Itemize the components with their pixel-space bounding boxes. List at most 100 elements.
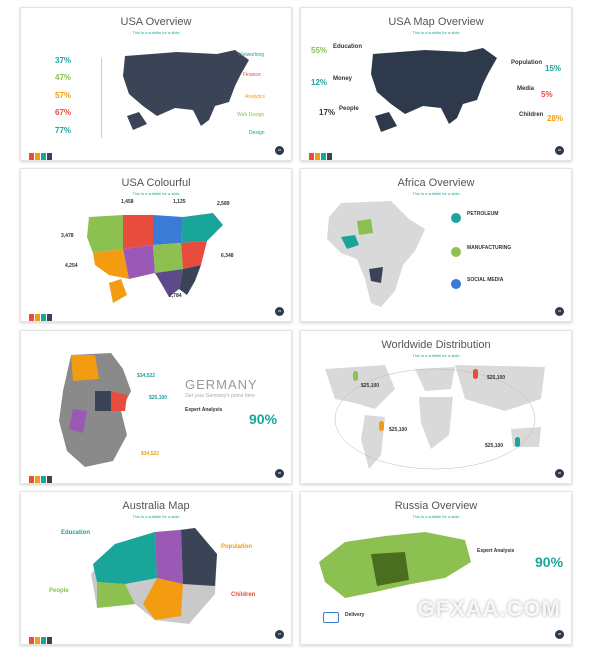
label-children: Children: [231, 592, 256, 598]
item-3: SOCIAL MEDIA: [467, 277, 504, 283]
item-2: MANUFACTURING: [467, 245, 512, 251]
label-people: People: [49, 588, 69, 594]
value-3: $25,100: [389, 427, 408, 433]
slide-worldwide[interactable]: Worldwide Distribution This is a subtitl…: [300, 330, 572, 484]
right-pct-3: 28%: [547, 114, 564, 123]
right-label-1: Population: [511, 60, 542, 66]
world-map: [325, 365, 545, 470]
brand-logo: [29, 147, 57, 160]
page-number: 03: [275, 307, 284, 316]
percent-3: 57%: [55, 91, 72, 100]
slide-title: Worldwide Distribution: [381, 339, 491, 351]
timeline-line: [101, 58, 102, 138]
slide-usa-colourful[interactable]: USA Colourful This is a subtitle for a s…: [20, 168, 292, 322]
value-3: $34,522: [141, 451, 160, 457]
percent-2: 47%: [55, 73, 72, 82]
percent-1: 37%: [55, 56, 72, 65]
label-education: Education: [61, 530, 91, 536]
percent: 90%: [249, 411, 278, 427]
slide-australia[interactable]: Australia Map This is a subtitle for a s…: [20, 491, 292, 645]
value-1: 1,458: [121, 199, 134, 205]
page-number: 02: [555, 146, 564, 155]
value-2: 1,125: [173, 199, 186, 205]
slide-subtitle: This is a subtitle for a slide: [412, 191, 460, 196]
slide-germany[interactable]: $34,522 $25,100 $34,522 GERMANY Get your…: [20, 330, 292, 484]
percent-5: 77%: [55, 126, 72, 135]
left-label-2: Money: [333, 76, 353, 82]
right-pct-1: 15%: [545, 64, 562, 73]
country-subtitle: Get your Germany's prime here: [185, 393, 255, 399]
check-icon: [451, 247, 461, 257]
slide-subtitle: This is a subtitle for a slide: [412, 30, 460, 35]
left-pct-2: 12%: [311, 78, 328, 87]
label-3: Analytics: [245, 94, 266, 100]
germany-map: [59, 353, 131, 467]
person-icon: [515, 437, 520, 447]
africa-map: [327, 201, 425, 307]
brand-logo: [29, 631, 57, 644]
check-icon: [451, 213, 461, 223]
slide-subtitle: This is a subtitle for a slide: [132, 514, 180, 519]
country-title: GERMANY: [185, 377, 258, 392]
label-2: Finance: [243, 72, 261, 78]
page-number: 07: [275, 630, 284, 639]
russia-map: [319, 532, 471, 598]
person-icon: [379, 421, 384, 431]
delivery-label: Delivery: [345, 612, 365, 618]
value-1: $34,522: [137, 373, 156, 379]
usa-map: [371, 48, 497, 132]
item-1: PETROLEUM: [467, 211, 499, 217]
slide-subtitle: This is a subtitle for a slide: [132, 191, 180, 196]
page-number: 04: [555, 307, 564, 316]
percent-4: 67%: [55, 108, 72, 117]
watermark: GFXAA.COM: [417, 596, 561, 621]
slide-title: Africa Overview: [397, 177, 475, 189]
value-3: 2,589: [217, 201, 230, 207]
australia-map: [91, 528, 217, 624]
value-2: $25,100: [149, 395, 168, 401]
right-label-3: Children: [519, 112, 544, 118]
right-pct-2: 5%: [541, 90, 553, 99]
label-5: Design: [249, 130, 265, 136]
slide-title: USA Overview: [120, 16, 192, 28]
slide-subtitle: This is a subtitle for a slide: [412, 514, 460, 519]
left-pct-3: 17%: [319, 108, 336, 117]
brand-logo: [309, 147, 337, 160]
percent: 90%: [535, 554, 564, 570]
slide-title: USA Map Overview: [388, 16, 484, 28]
left-label-1: Education: [333, 44, 363, 50]
value-5: 6,348: [221, 253, 234, 259]
slide-title: Australia Map: [122, 500, 190, 512]
slide-title: Russia Overview: [394, 500, 478, 512]
page-number: 08: [555, 630, 564, 639]
page-number: 06: [555, 469, 564, 478]
section-title: Expert Analysis: [185, 407, 223, 413]
value-4: 3,478: [61, 233, 74, 239]
slide-usa-map-overview[interactable]: USA Map Overview This is a subtitle for …: [300, 7, 572, 161]
slide-russia[interactable]: Russia Overview This is a subtitle for a…: [300, 491, 572, 645]
slide-title: USA Colourful: [121, 177, 191, 189]
slide-subtitle: This is a subtitle for a slide: [412, 353, 460, 358]
usa-map: [123, 50, 249, 130]
left-label-3: People: [339, 106, 359, 112]
slide-africa-overview[interactable]: Africa Overview This is a subtitle for a…: [300, 168, 572, 322]
label-population: Population: [221, 544, 252, 550]
truck-icon: [323, 612, 339, 623]
page-number: 01: [275, 146, 284, 155]
slide-usa-overview[interactable]: USA Overview This is a subtitle for a sl…: [20, 7, 292, 161]
value-4: $25,100: [485, 443, 504, 449]
person-icon: [473, 369, 478, 379]
brand-logo: [29, 308, 57, 321]
person-icon: [353, 371, 358, 381]
slide-subtitle: This is a subtitle for a slide: [132, 30, 180, 35]
section-title: Expert Analysis: [477, 548, 515, 554]
page-number: 05: [275, 469, 284, 478]
check-icon: [451, 279, 461, 289]
left-pct-1: 55%: [311, 46, 328, 55]
brand-logo: [29, 470, 57, 483]
value-7: 2,784: [169, 293, 182, 299]
label-1: Networking: [239, 52, 265, 58]
value-6: 4,254: [65, 263, 78, 269]
usa-colourful-map: [87, 213, 223, 303]
right-label-2: Media: [517, 86, 535, 92]
